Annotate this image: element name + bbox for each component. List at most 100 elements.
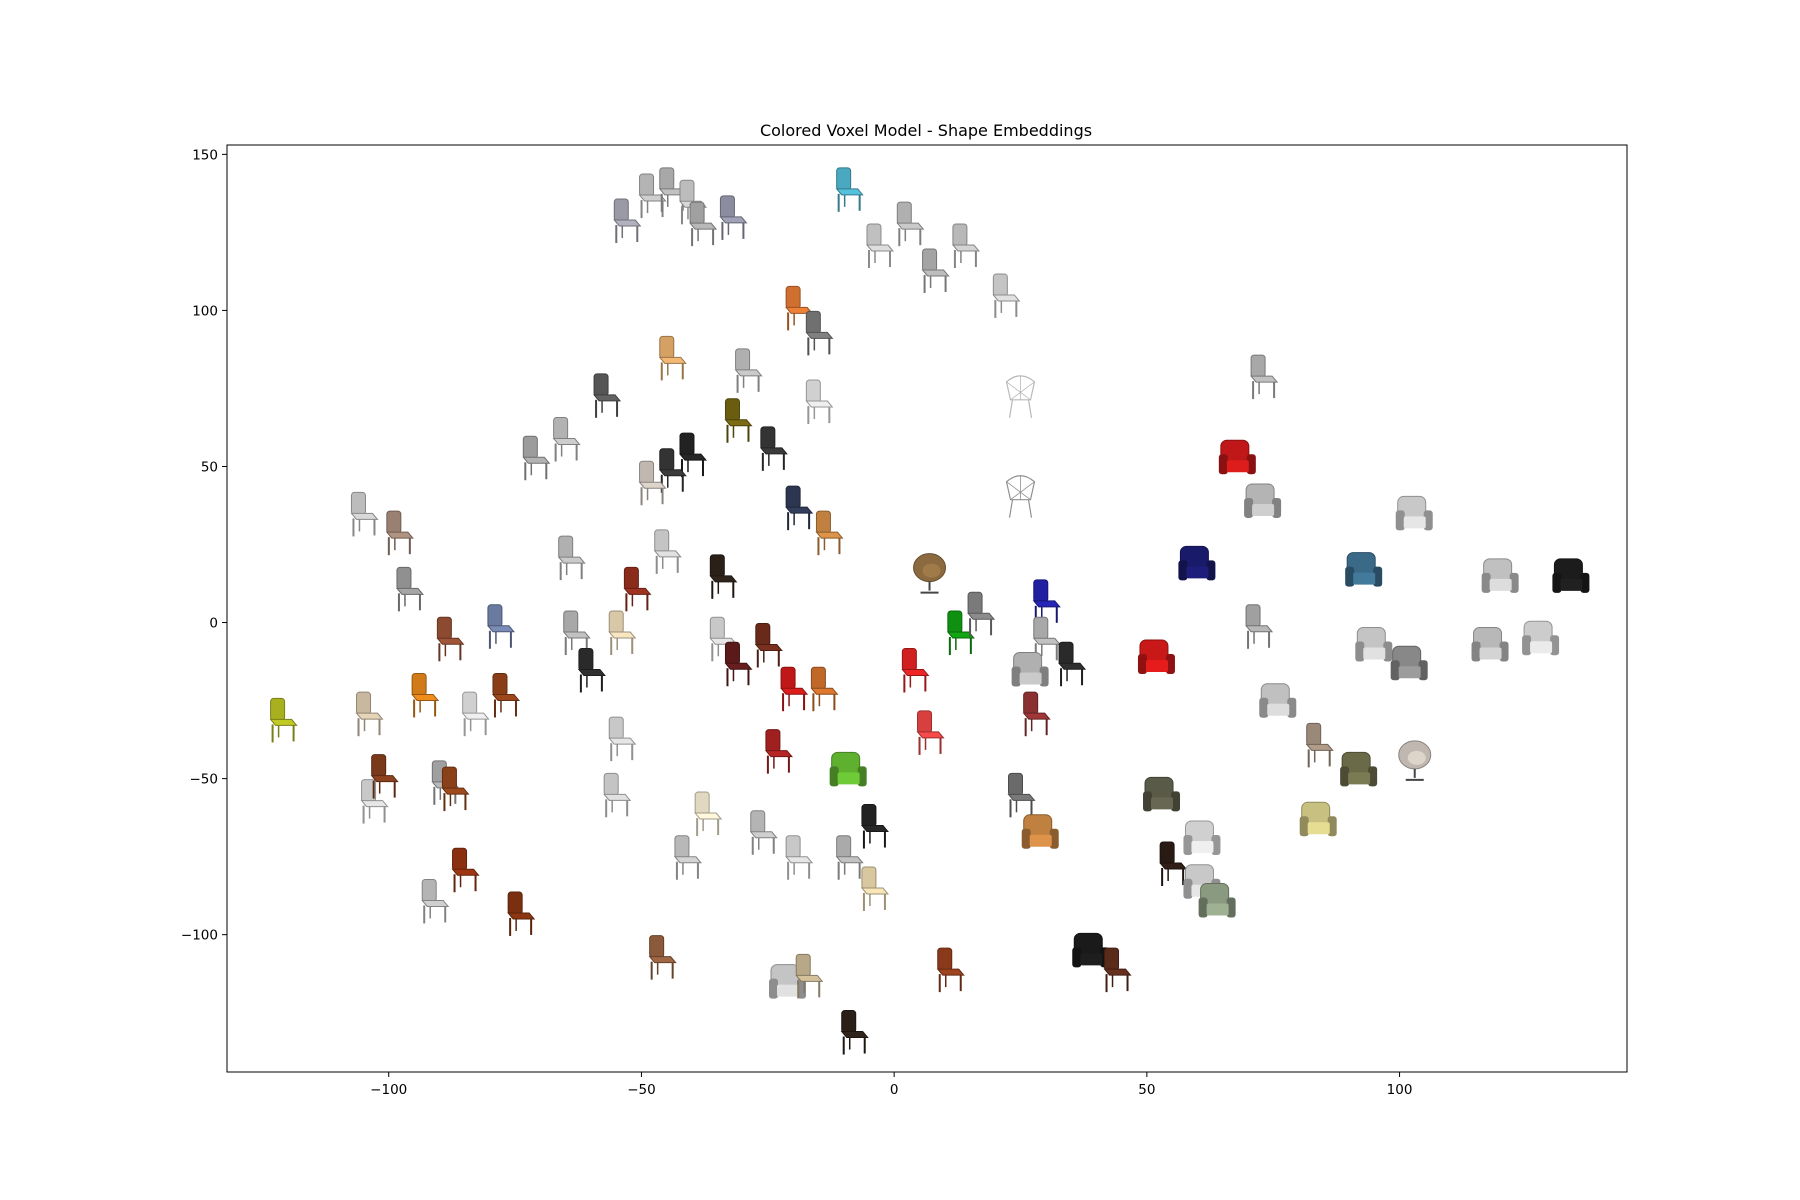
chair-thumbnail-point [1178, 545, 1216, 581]
chair-thumbnail-point [810, 666, 839, 712]
chair-thumbnail-point [608, 716, 637, 762]
chair-thumbnail-point [785, 835, 814, 880]
chair-thumbnail-point [1057, 641, 1087, 687]
chair-thumbnail-point [913, 553, 947, 594]
chair-thumbnail-point [355, 691, 384, 737]
chair-thumbnail-point [1340, 751, 1378, 787]
y-tick-label: 0 [209, 616, 218, 632]
chair-thumbnail-point [1022, 691, 1051, 737]
chair-thumbnail-point [1143, 776, 1181, 812]
chair-thumbnail-point [1522, 620, 1560, 656]
chair-thumbnail-point [724, 641, 753, 687]
chair-thumbnail-point [1345, 552, 1383, 587]
chair-thumbnail-point [648, 935, 677, 980]
chair-thumbnail-point [653, 529, 682, 574]
chair-thumbnail-point [522, 435, 551, 481]
chair-thumbnail-point [724, 398, 753, 443]
chair-thumbnail-point [1198, 882, 1236, 918]
chair-thumbnail-point [719, 195, 748, 240]
chair-thumbnail-point [1007, 772, 1036, 818]
chair-thumbnail-point [421, 878, 450, 924]
chair-thumbnail-point [1305, 722, 1334, 768]
chart-title: Colored Voxel Model - Shape Embeddings [760, 121, 1092, 140]
chair-thumbnail-point [507, 891, 536, 936]
chair-thumbnail-point [673, 835, 702, 880]
chair-thumbnail-point [1398, 740, 1432, 781]
chair-thumbnail-point [370, 754, 399, 799]
chair-thumbnail-point [805, 379, 834, 425]
y-tick-label: 50 [201, 459, 218, 475]
chair-thumbnail-point [1005, 375, 1036, 418]
chair-thumbnail-point [486, 604, 515, 649]
chair-thumbnail-point [840, 1010, 869, 1055]
chair-thumbnail-point [1244, 604, 1274, 649]
chair-thumbnail-point [1250, 354, 1279, 400]
chair-thumbnail-point [658, 335, 687, 381]
chair-thumbnail-point [350, 491, 379, 537]
chair-thumbnail-point [1390, 645, 1428, 681]
chair-thumbnail-point [860, 804, 889, 849]
chair-thumbnail-point [709, 554, 738, 599]
chair-thumbnail-point [552, 417, 581, 462]
x-tick-label: 0 [890, 1082, 899, 1098]
chair-thumbnail-point [562, 610, 591, 656]
plot-frame [226, 144, 1628, 1073]
chair-thumbnail-point [557, 535, 586, 581]
chair-thumbnail-point [1259, 683, 1297, 718]
chair-thumbnail-point [759, 426, 788, 471]
chair-thumbnail-point [946, 610, 975, 656]
chair-thumbnail-point [592, 373, 622, 418]
chair-thumbnail-point [1159, 841, 1188, 886]
chair-thumbnail-point [779, 666, 809, 712]
y-axis: 150 100 50 0 −50 −100 [181, 147, 227, 944]
chair-thumbnail-point [901, 647, 930, 693]
chair-thumbnail-point [577, 647, 606, 693]
chair-thumbnail-point [694, 791, 723, 837]
x-tick-label: 100 [1387, 1082, 1413, 1098]
chair-thumbnail-point [491, 672, 521, 718]
chair-thumbnail-point [1218, 439, 1256, 475]
chair-thumbnail-point [951, 223, 980, 268]
chair-thumbnail-point [658, 448, 687, 493]
x-tick-label: −100 [370, 1082, 407, 1098]
chair-thumbnail-point [835, 835, 864, 880]
x-tick-label: −50 [627, 1082, 656, 1098]
chair-thumbnail-point [411, 672, 440, 718]
chair-thumbnail-point [749, 810, 778, 855]
chair-thumbnail-point [785, 485, 814, 531]
chair-thumbnail-point [1183, 820, 1221, 856]
chair-thumbnail-point [754, 623, 783, 668]
chair-thumbnail-point [1103, 947, 1132, 993]
y-tick-label: 150 [192, 147, 218, 163]
chair-thumbnail-point [638, 460, 667, 506]
chair-thumbnail-point [1011, 651, 1049, 687]
chair-embedding-points [269, 167, 1590, 1055]
chair-thumbnail-point [835, 167, 864, 212]
chair-thumbnail-point [734, 348, 763, 393]
y-tick-label: −100 [181, 928, 218, 944]
chair-thumbnail-point [1137, 639, 1175, 674]
chair-thumbnail-point [896, 201, 925, 247]
chair-thumbnail-point [860, 866, 889, 911]
chair-thumbnail-point [967, 591, 996, 637]
chair-thumbnail-point [992, 273, 1021, 318]
chair-thumbnail-point [769, 964, 807, 999]
chair-thumbnail-point [608, 610, 637, 656]
chair-thumbnail-point [916, 710, 945, 755]
chair-thumbnail-point [829, 751, 867, 787]
chair-thumbnail-point [395, 566, 425, 612]
chair-thumbnail-point [764, 729, 793, 774]
chair-thumbnail-point [385, 510, 414, 556]
chair-thumbnail-point [603, 772, 632, 818]
chair-thumbnail-point [1471, 627, 1509, 662]
y-tick-label: 100 [192, 303, 218, 319]
chair-thumbnail-point [269, 697, 298, 743]
x-tick-label: 50 [1138, 1082, 1155, 1098]
chair-thumbnail-point [678, 432, 708, 478]
chair-thumbnail-point [623, 566, 652, 612]
chair-thumbnail-point [795, 953, 824, 999]
y-tick-label: −50 [190, 772, 219, 788]
chair-thumbnail-point [1021, 814, 1059, 849]
chair-thumbnail-point [638, 173, 667, 219]
